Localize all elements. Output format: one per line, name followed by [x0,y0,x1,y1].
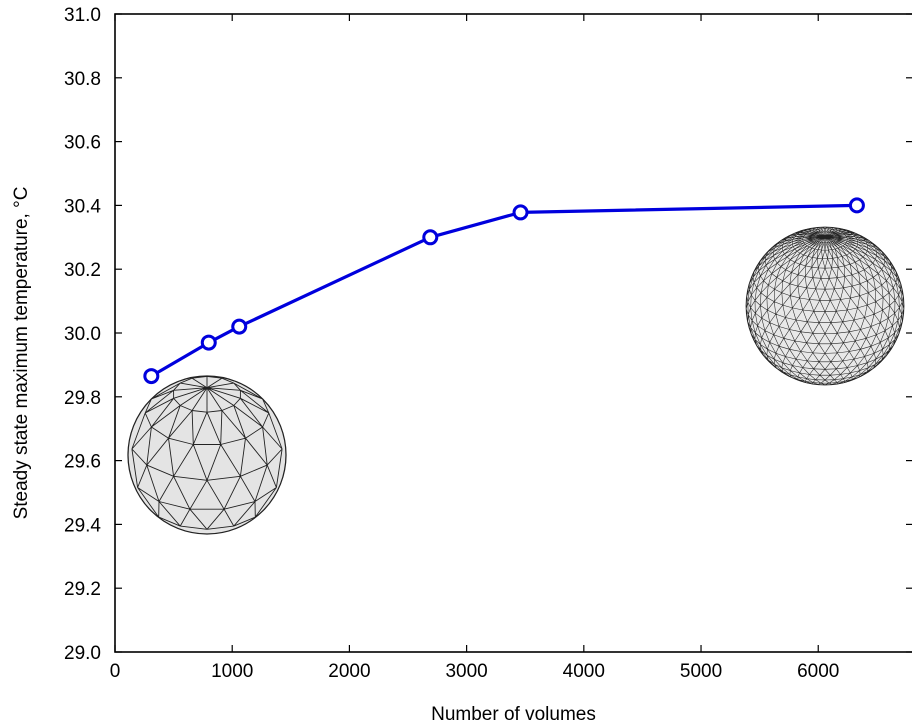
y-tick-label: 30.0 [64,324,101,345]
y-tick-label: 29.6 [64,452,101,473]
y-axis-title: Steady state maximum temperature, °C [11,187,32,520]
mesh-insets [127,226,905,535]
x-tick-label: 6000 [797,661,839,682]
fine-mesh-sphere-inset [745,226,905,386]
y-tick-label: 29.2 [64,579,101,600]
y-tick-label: 30.2 [64,260,101,281]
x-tick-label: 1000 [211,661,253,682]
x-tick-label: 5000 [680,661,722,682]
x-tick-label: 2000 [328,661,370,682]
series-layer [143,197,865,385]
data-point [143,368,160,385]
y-tick-label: 31.0 [64,5,101,26]
y-tick-label: 29.0 [64,643,101,664]
y-tick-label: 29.8 [64,388,101,409]
coarse-mesh-sphere-inset [127,375,287,535]
data-point [231,318,248,335]
data-point [200,334,217,351]
data-point [422,229,439,246]
x-tick-label: 4000 [563,661,605,682]
series-line [150,203,857,378]
y-tick-label: 30.4 [64,196,101,217]
data-point [512,204,529,221]
x-axis-title: Number of volumes [431,704,596,725]
y-tick-label: 30.8 [64,69,101,90]
x-tick-label: 3000 [445,661,487,682]
y-tick-label: 30.6 [64,133,101,154]
x-axis: 0 1000 2000 3000 4000 5000 6000 [110,14,839,682]
x-tick-label: 0 [110,661,121,682]
data-point [848,197,865,214]
y-tick-label: 29.4 [64,515,101,536]
y-axis: 29.0 29.2 29.4 29.6 29.8 30.0 30.2 30.4 30.6 30.8… [64,5,912,664]
